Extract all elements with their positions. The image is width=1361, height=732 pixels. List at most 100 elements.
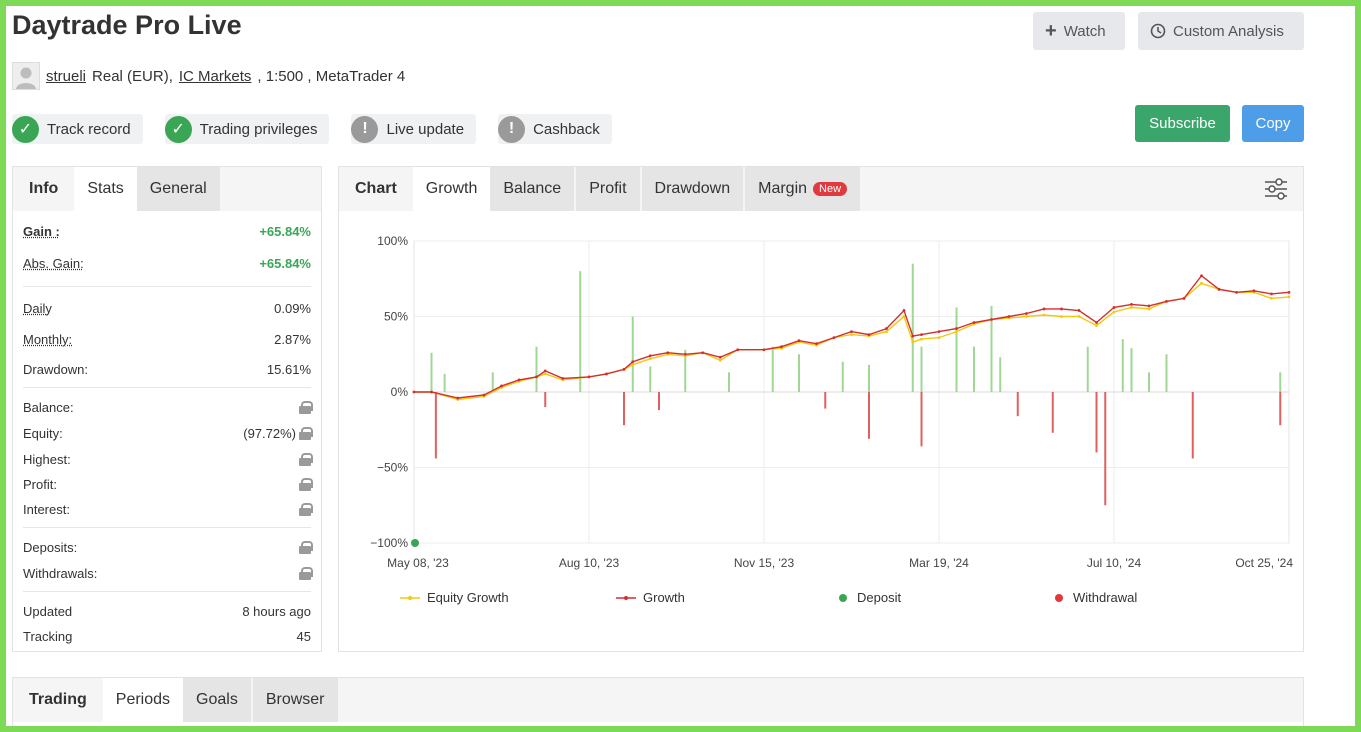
stat-tracking: Tracking 45 <box>23 626 311 646</box>
series-point <box>955 330 958 333</box>
copy-button[interactable]: Copy <box>1242 105 1304 142</box>
stat-balance: Balance: <box>23 397 313 417</box>
tab-growth[interactable]: Growth <box>412 167 491 211</box>
loss-bar <box>1016 392 1019 417</box>
page-title: Daytrade Pro Live <box>12 10 242 40</box>
tab-chart[interactable]: Chart <box>355 180 397 197</box>
profit-bar <box>684 349 687 392</box>
x-tick-label: Nov 15, '23 <box>734 556 795 570</box>
stat-label: Equity: <box>23 425 63 441</box>
tab-drawdown[interactable]: Drawdown <box>641 167 744 211</box>
tab-goals[interactable]: Goals <box>183 678 251 722</box>
custom-analysis-label: Custom Analysis <box>1173 22 1284 40</box>
profit-bar <box>1086 346 1089 392</box>
tab-profit[interactable]: Profit <box>576 167 640 211</box>
watch-button[interactable]: + Watch <box>1033 12 1125 50</box>
series-point <box>622 367 626 371</box>
legend-equity-growth[interactable]: Equity Growth <box>400 590 509 605</box>
y-tick-label: 100% <box>377 234 408 248</box>
series-point <box>911 340 915 344</box>
stat-label: Drawdown: <box>23 361 89 377</box>
stat-label[interactable]: Monthly: <box>23 331 73 347</box>
badge-trading-privileges[interactable]: ✓ Trading privileges <box>164 114 330 144</box>
stat-monthly: Monthly: 2.87% <box>23 329 311 349</box>
profit-bar <box>430 352 433 392</box>
legend-deposit[interactable]: Deposit <box>838 590 901 605</box>
stat-label[interactable]: Gain : <box>23 223 60 239</box>
series-point <box>1025 315 1028 318</box>
y-tick-label: −50% <box>377 461 408 475</box>
badge-track-record[interactable]: ✓ Track record <box>12 114 143 144</box>
profit-bar <box>911 263 914 392</box>
series-point <box>832 336 836 340</box>
tab-info[interactable]: Info <box>29 180 59 197</box>
series-point <box>1235 290 1238 294</box>
tab-margin[interactable]: Margin New <box>745 167 861 211</box>
profit-bar <box>649 366 652 392</box>
legend-deposit-marker <box>839 593 847 602</box>
loss-bar <box>1279 392 1282 426</box>
profit-bar <box>631 316 634 392</box>
series-point <box>1112 310 1116 314</box>
stat-label[interactable]: Daily <box>23 300 52 316</box>
avatar[interactable] <box>12 62 40 90</box>
profit-bar <box>1165 354 1168 392</box>
series-point <box>1095 321 1098 324</box>
stat-label: Tracking <box>23 628 73 644</box>
series-point <box>1060 315 1063 318</box>
badge-live-update[interactable]: ! Live update <box>351 114 477 144</box>
tab-stats[interactable]: Stats <box>74 167 137 211</box>
legend-growth[interactable]: Growth <box>616 590 685 605</box>
profit-bar <box>579 271 582 392</box>
lock-icon <box>299 426 313 440</box>
growth-chart: 100% 50% 0% −50% −100% May 08, '23 Aug 10, '23… <box>370 234 1293 570</box>
equity-value-group: (97.72%) <box>243 426 313 441</box>
subscribe-button[interactable]: Subscribe <box>1135 105 1230 142</box>
user-icon <box>16 67 36 89</box>
divider <box>23 286 311 287</box>
series-point <box>990 318 993 321</box>
series-point <box>648 354 652 358</box>
stat-abs-gain: Abs. Gain: +65.84% <box>23 253 311 273</box>
tab-browser[interactable]: Browser <box>252 678 338 722</box>
profit-bar <box>443 373 446 392</box>
custom-analysis-button[interactable]: Custom Analysis <box>1138 12 1304 50</box>
tab-trading[interactable]: Trading <box>29 691 87 708</box>
series-point <box>1270 292 1273 296</box>
loss-bar <box>920 392 923 447</box>
series-point <box>1147 307 1151 311</box>
series-point <box>543 372 547 376</box>
tab-general[interactable]: General <box>136 167 220 211</box>
account-details: , 1:500 , MetaTrader 4 <box>257 67 406 85</box>
legend-withdrawal[interactable]: Withdrawal <box>1054 590 1137 605</box>
tab-balance[interactable]: Balance <box>490 167 575 211</box>
series-point <box>1095 324 1098 327</box>
stat-label: Deposits: <box>23 539 78 555</box>
chart-tabs: Chart Growth Balance Profit Drawdown Mar… <box>339 167 1303 211</box>
broker-link[interactable]: IC Markets <box>178 67 252 85</box>
profit-bar <box>990 305 993 392</box>
legend-label: Withdrawal <box>1073 590 1138 605</box>
profit-bar <box>798 354 800 392</box>
check-icon: ✓ <box>164 115 192 143</box>
series-point <box>456 396 460 400</box>
series-point <box>631 363 635 367</box>
stat-updated: Updated 8 hours ago <box>23 601 311 621</box>
series-point <box>543 369 547 373</box>
loss-bar <box>658 392 660 411</box>
series-point <box>1112 306 1116 309</box>
tab-periods[interactable]: Periods <box>102 678 184 722</box>
settings-sliders-icon[interactable] <box>1263 177 1289 206</box>
badge-cashback[interactable]: ! Cashback <box>498 114 612 144</box>
lock-icon <box>299 566 313 580</box>
divider <box>23 591 311 592</box>
tab-margin-label: Margin <box>758 180 808 197</box>
series-point <box>920 337 923 341</box>
stat-drawdown: Drawdown: 15.61% <box>23 359 311 379</box>
series-line-growth <box>414 274 1290 399</box>
stat-label: Highest: <box>23 451 71 467</box>
series-point <box>666 351 670 355</box>
loss-bar <box>434 392 437 459</box>
stat-label[interactable]: Abs. Gain: <box>23 255 84 271</box>
username-link[interactable]: strueli <box>46 67 87 85</box>
